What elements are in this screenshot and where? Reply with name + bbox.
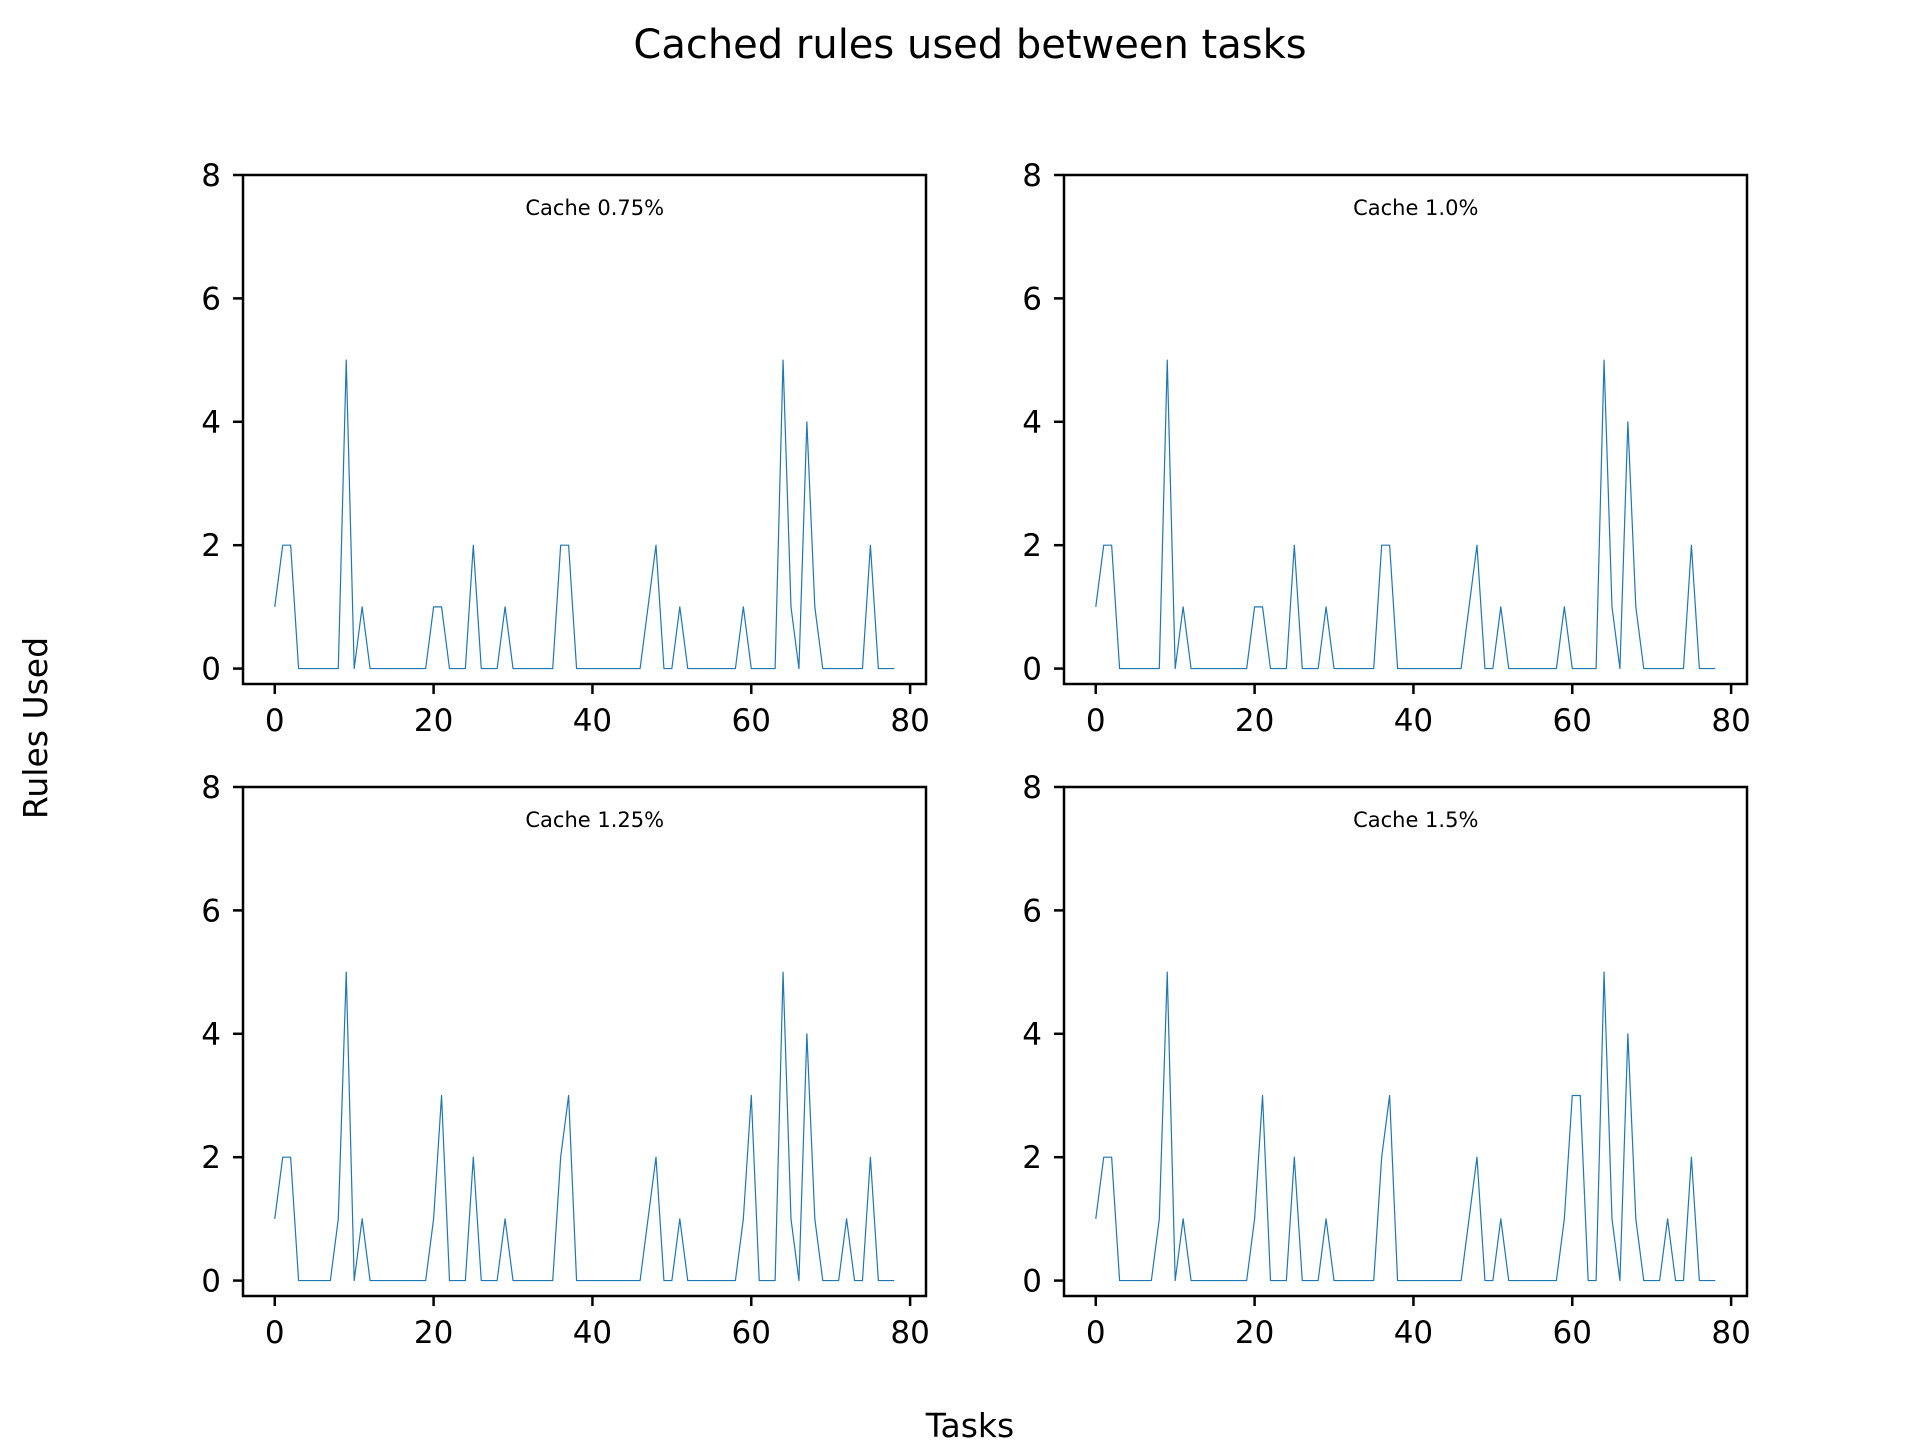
x-tick-label: 0 <box>1086 1315 1106 1351</box>
y-tick-label: 8 <box>1022 770 1042 806</box>
x-tick-label: 80 <box>1711 1315 1750 1351</box>
panel-label: Cache 1.5% <box>1353 808 1478 832</box>
x-tick-label: 60 <box>732 703 771 739</box>
series-line <box>1095 971 1716 1282</box>
chart-title: Cached rules used between tasks <box>633 22 1306 68</box>
y-tick-label: 6 <box>201 893 221 929</box>
subplot-1: 0 20 40 60 80 0 2 4 6 8 Cache 0.75% <box>201 158 930 739</box>
y-tick-label: 2 <box>201 1140 221 1176</box>
y-tick-label: 4 <box>1022 405 1042 441</box>
x-tick-label: 80 <box>890 703 929 739</box>
x-tick-label: 80 <box>1711 703 1750 739</box>
x-axis-label: Tasks <box>925 1406 1014 1440</box>
x-tick-label: 40 <box>1394 703 1433 739</box>
y-tick-label: 8 <box>201 158 221 194</box>
x-tick-label: 60 <box>1553 703 1592 739</box>
x-tick-label: 20 <box>414 703 453 739</box>
x-tick-label: 0 <box>265 1315 285 1351</box>
subplot-2: 0 20 40 60 80 0 2 4 6 8 Cache 1.0% <box>1022 158 1751 739</box>
y-tick-label: 8 <box>1022 158 1042 194</box>
series-line <box>274 971 895 1282</box>
x-tick-label: 40 <box>573 703 612 739</box>
y-tick-label: 0 <box>201 652 221 688</box>
plot-frame <box>1062 173 1749 686</box>
panel-label: Cache 1.25% <box>525 808 664 832</box>
y-tick-label: 2 <box>201 528 221 564</box>
subplot-4: 0 20 40 60 80 0 2 4 6 8 Cache 1.5% <box>1022 770 1751 1351</box>
y-tick-label: 0 <box>1022 652 1042 688</box>
plot-frame <box>241 785 928 1298</box>
y-tick-label: 0 <box>201 1264 221 1300</box>
y-tick-label: 6 <box>1022 281 1042 317</box>
x-tick-label: 20 <box>1235 703 1274 739</box>
y-tick-label: 6 <box>201 281 221 317</box>
series-line <box>1095 359 1716 670</box>
x-tick-label: 40 <box>1394 1315 1433 1351</box>
y-tick-label: 4 <box>1022 1017 1042 1053</box>
x-tick-label: 0 <box>1086 703 1106 739</box>
plot-frame <box>241 173 928 686</box>
x-tick-label: 60 <box>732 1315 771 1351</box>
x-tick-label: 60 <box>1553 1315 1592 1351</box>
y-tick-label: 8 <box>201 770 221 806</box>
series-line <box>274 359 895 670</box>
y-tick-label: 4 <box>201 1017 221 1053</box>
y-tick-label: 0 <box>1022 1264 1042 1300</box>
x-tick-label: 0 <box>265 703 285 739</box>
x-tick-label: 40 <box>573 1315 612 1351</box>
y-tick-label: 2 <box>1022 1140 1042 1176</box>
panel-label: Cache 0.75% <box>525 196 664 220</box>
subplot-3: 0 20 40 60 80 0 2 4 6 8 Cache 1.25% <box>201 770 930 1351</box>
y-axis-label: Rules Used <box>16 637 55 819</box>
panel-label: Cache 1.0% <box>1353 196 1478 220</box>
x-tick-label: 20 <box>1235 1315 1274 1351</box>
x-tick-label: 20 <box>414 1315 453 1351</box>
x-tick-label: 80 <box>890 1315 929 1351</box>
y-tick-label: 2 <box>1022 528 1042 564</box>
plot-frame <box>1062 785 1749 1298</box>
y-tick-label: 4 <box>201 405 221 441</box>
y-tick-label: 6 <box>1022 893 1042 929</box>
